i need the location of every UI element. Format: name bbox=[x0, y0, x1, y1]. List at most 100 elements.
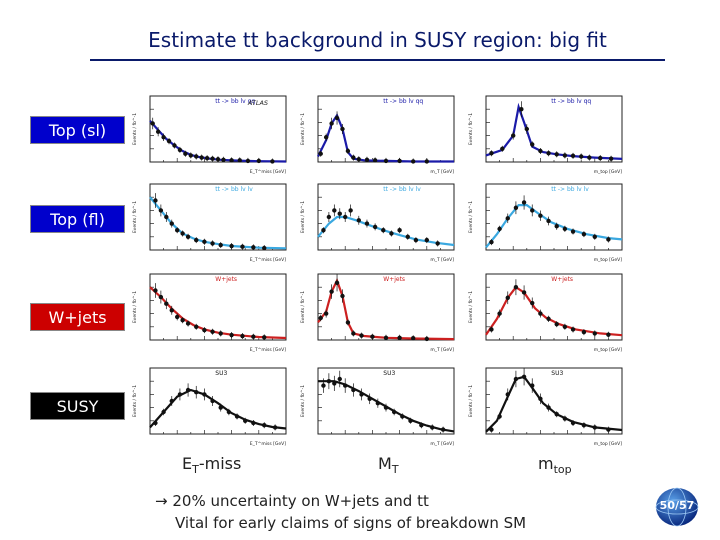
bullet-text: → 20% uncertainty on W+jets and tt Vital… bbox=[155, 490, 526, 534]
data-point bbox=[411, 336, 416, 341]
data-point bbox=[321, 228, 326, 233]
data-point bbox=[397, 335, 402, 340]
data-point bbox=[383, 405, 389, 410]
data-point bbox=[229, 243, 234, 249]
data-point bbox=[489, 239, 494, 245]
data-point bbox=[194, 324, 199, 329]
row-label-top-sl: Top (sl) bbox=[30, 116, 125, 144]
data-point bbox=[424, 159, 429, 164]
data-point bbox=[608, 156, 614, 161]
plot-process-label: tt -> bb lv qq bbox=[551, 98, 591, 105]
data-point bbox=[210, 156, 215, 161]
data-point bbox=[554, 224, 559, 229]
data-point bbox=[424, 336, 429, 342]
data-point bbox=[538, 148, 543, 154]
y-axis-label: Events / fb^-1 bbox=[132, 113, 138, 145]
data-point bbox=[397, 228, 402, 233]
plot-frame bbox=[485, 367, 623, 435]
data-point bbox=[598, 155, 603, 161]
data-point bbox=[210, 398, 215, 404]
plot-process-label: W+jets bbox=[551, 276, 573, 283]
x-axis-label: m_top [GeV] bbox=[594, 169, 623, 175]
data-point bbox=[334, 280, 340, 285]
plot-process-label: tt -> bb lv qq bbox=[383, 98, 423, 105]
plot-r3-c0: Events / fb^-1 E_T^miss [GeV] SU3 bbox=[132, 367, 287, 447]
data-point bbox=[262, 245, 267, 251]
data-point bbox=[413, 237, 419, 243]
data-point bbox=[188, 153, 193, 158]
x-axis-label: E_T^miss [GeV] bbox=[250, 257, 286, 263]
data-point bbox=[356, 157, 361, 162]
data-point bbox=[272, 425, 278, 430]
data-point bbox=[234, 414, 240, 419]
y-axis-label: Events / fb^-1 bbox=[468, 291, 474, 323]
data-point bbox=[383, 335, 389, 340]
data-point bbox=[270, 159, 275, 164]
data-point bbox=[497, 311, 502, 316]
data-point bbox=[554, 412, 559, 417]
data-point bbox=[351, 387, 356, 393]
data-point bbox=[329, 121, 334, 126]
data-point bbox=[185, 321, 191, 326]
data-point bbox=[546, 218, 551, 224]
y-axis-label: Events / fb^-1 bbox=[132, 201, 138, 233]
data-point bbox=[530, 300, 535, 306]
data-point bbox=[337, 376, 342, 382]
data-point bbox=[592, 425, 597, 430]
data-point bbox=[155, 129, 161, 134]
data-point bbox=[570, 327, 576, 332]
x-axis-label: m_T [GeV] bbox=[430, 257, 454, 263]
data-point bbox=[381, 228, 386, 233]
data-point bbox=[340, 293, 345, 299]
data-point bbox=[367, 396, 372, 401]
data-point bbox=[592, 234, 597, 239]
plot-r2-c0: Events / fb^-1 E_T^miss [GeV] W+jets bbox=[132, 273, 287, 353]
data-point bbox=[538, 396, 543, 401]
plot-r0-c2: Events / fb^-1 m_top [GeV] tt -> bb lv qq bbox=[468, 95, 623, 175]
data-point bbox=[158, 208, 164, 213]
data-point bbox=[587, 155, 592, 160]
data-point bbox=[562, 153, 568, 158]
plot-frame bbox=[485, 95, 623, 163]
y-axis-label: Events / fb^-1 bbox=[300, 113, 306, 145]
arrow-icon: → bbox=[155, 492, 168, 510]
column-label-etmiss: ET-miss bbox=[182, 454, 242, 477]
data-point bbox=[194, 237, 199, 243]
data-point bbox=[606, 237, 611, 242]
plot-r0-c0: Events / fb^-1 E_T^miss [GeV] tt -> bb lv … bbox=[132, 95, 287, 175]
data-point bbox=[570, 229, 576, 234]
data-point bbox=[326, 379, 332, 384]
data-point bbox=[262, 335, 267, 340]
data-point bbox=[592, 331, 597, 336]
data-point bbox=[332, 381, 337, 386]
data-point bbox=[202, 327, 207, 333]
fit-curve bbox=[149, 120, 287, 163]
plot-frame bbox=[149, 273, 287, 341]
data-point bbox=[180, 231, 185, 236]
plot-r3-c2: Events / fb^-1 m_top [GeV] SU3 bbox=[468, 367, 623, 447]
plot-frame bbox=[485, 273, 623, 341]
data-point bbox=[538, 311, 543, 316]
data-point bbox=[251, 245, 256, 250]
data-point bbox=[153, 420, 158, 426]
data-point bbox=[204, 155, 210, 161]
plot-r3-c1: Events / fb^-1 m_T [GeV] SU3 bbox=[300, 367, 455, 447]
data-point bbox=[202, 239, 207, 244]
data-point bbox=[210, 241, 215, 246]
title-underline bbox=[90, 59, 665, 61]
data-point bbox=[489, 151, 494, 156]
data-point bbox=[521, 374, 527, 379]
plot-r0-c1: Events / fb^-1 m_T [GeV] tt -> bb lv qq bbox=[300, 95, 455, 175]
y-axis-label: Events / fb^-1 bbox=[300, 291, 306, 323]
data-point bbox=[251, 420, 256, 426]
data-point bbox=[199, 155, 204, 160]
data-point bbox=[581, 231, 587, 237]
data-point bbox=[169, 221, 174, 226]
data-point bbox=[153, 288, 158, 293]
x-axis-label: m_T [GeV] bbox=[430, 441, 454, 447]
data-point bbox=[243, 418, 248, 423]
data-point bbox=[226, 409, 232, 415]
data-point bbox=[359, 392, 364, 397]
data-point bbox=[251, 334, 256, 339]
data-point bbox=[166, 138, 172, 144]
